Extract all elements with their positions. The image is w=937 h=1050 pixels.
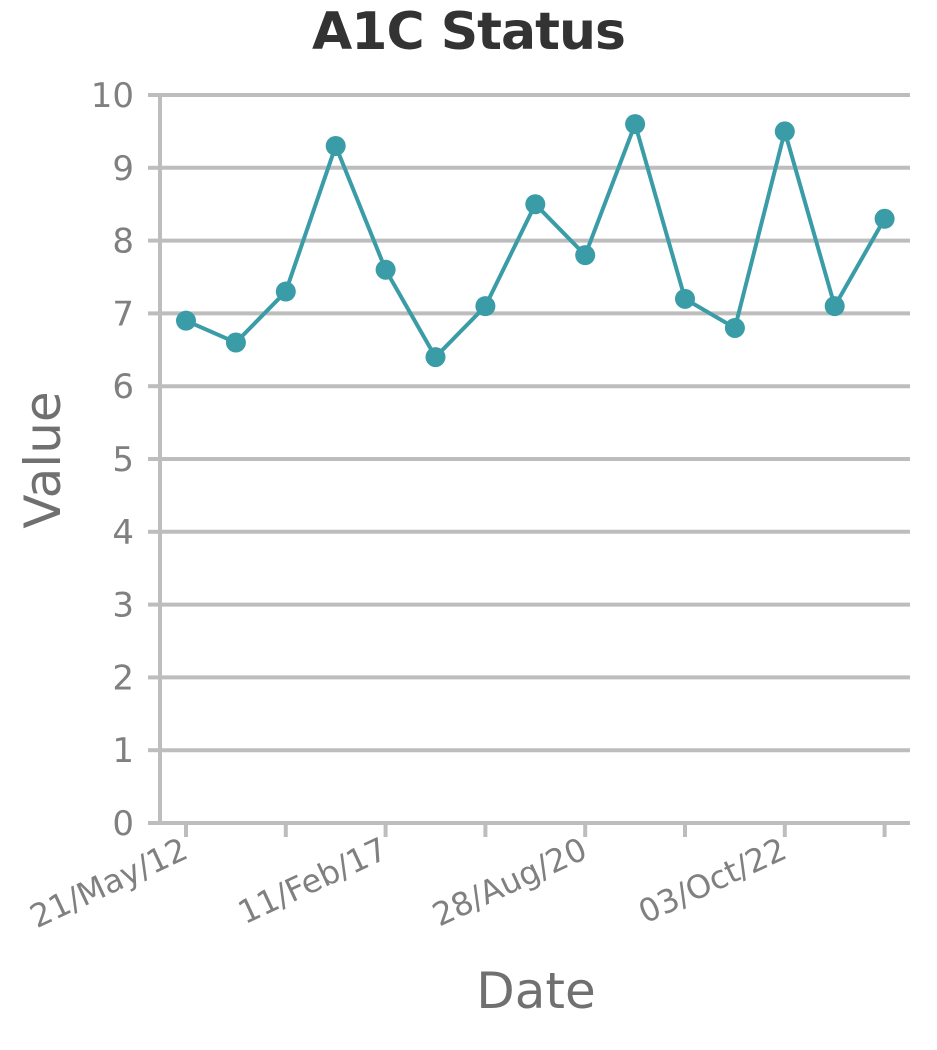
data-point: [874, 208, 895, 229]
data-point: [774, 121, 795, 142]
y-tick-label: 7: [112, 294, 134, 334]
y-axis-title: Value: [14, 391, 72, 528]
y-tick-label: 3: [112, 586, 134, 626]
data-point: [724, 317, 745, 338]
data-point: [325, 135, 346, 156]
gridlines: [160, 93, 910, 753]
y-tick-label: 2: [112, 658, 134, 698]
x-tick-label: 11/Feb/17: [232, 830, 393, 932]
y-tick-label: 1: [112, 731, 134, 771]
data-point: [475, 296, 496, 317]
series-a1c: [176, 114, 895, 368]
y-tick-label: 9: [112, 149, 134, 189]
x-tick-label: 03/Oct/22: [633, 830, 793, 931]
y-tick-label: 10: [91, 76, 134, 116]
x-tick-label: 21/May/12: [24, 830, 193, 936]
y-tick-label: 6: [112, 367, 134, 407]
data-point: [675, 288, 695, 309]
data-point: [375, 259, 396, 280]
chart-title: A1C Status: [312, 2, 626, 62]
y-tick-label: 8: [112, 222, 134, 262]
x-tick-labels: 21/May/12 11/Feb/17 28/Aug/20 03/Oct/22: [24, 830, 792, 936]
data-point: [176, 310, 196, 331]
data-point: [575, 245, 596, 266]
axes: [148, 93, 910, 837]
data-point: [824, 296, 845, 317]
data-point: [275, 281, 296, 302]
x-tick-label: 28/Aug/20: [427, 830, 593, 934]
data-point: [525, 194, 546, 215]
y-tick-label: 5: [112, 440, 134, 480]
y-tick-labels: 0 1 2 3 4 5 6 7 8 9 10: [91, 76, 134, 844]
y-tick-label: 4: [112, 513, 134, 553]
x-axis-title: Date: [476, 962, 596, 1020]
data-point: [425, 347, 446, 368]
y-tick-label: 0: [112, 804, 134, 844]
data-point: [625, 114, 646, 135]
data-point: [225, 332, 246, 353]
